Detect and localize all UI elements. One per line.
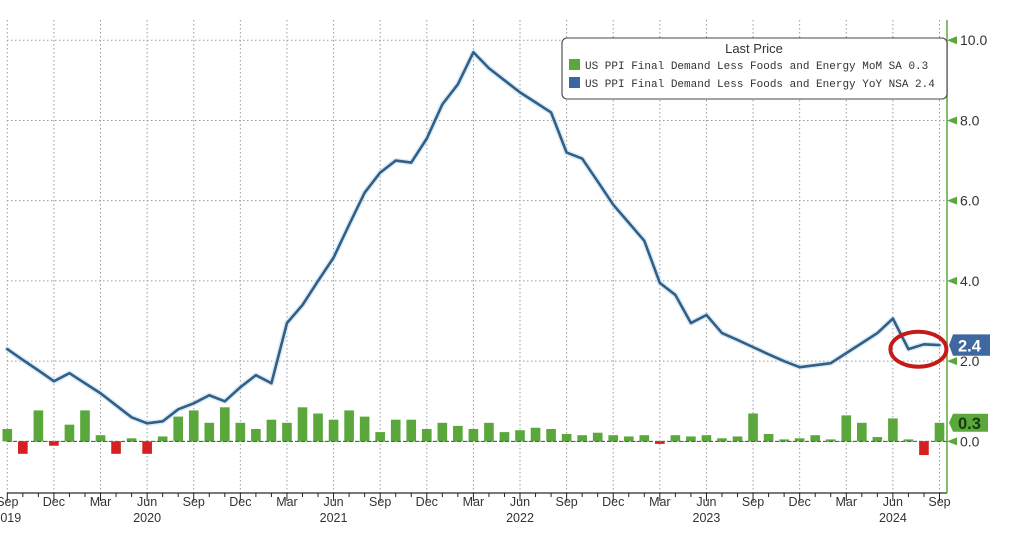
svg-text:Sep: Sep xyxy=(928,495,950,509)
svg-text:Dec: Dec xyxy=(416,495,438,509)
svg-text:Sep: Sep xyxy=(742,495,764,509)
svg-text:Sep: Sep xyxy=(0,495,18,509)
svg-text:US PPI Final Demand Less Foods: US PPI Final Demand Less Foods and Energ… xyxy=(585,79,935,91)
svg-text:Dec: Dec xyxy=(43,495,65,509)
svg-text:Jun: Jun xyxy=(323,495,343,509)
svg-text:2.4: 2.4 xyxy=(958,337,982,355)
svg-text:2023: 2023 xyxy=(693,511,721,525)
svg-text:2020: 2020 xyxy=(133,511,161,525)
svg-text:2019: 2019 xyxy=(0,511,21,525)
svg-text:Jun: Jun xyxy=(696,495,716,509)
svg-text:4.0: 4.0 xyxy=(960,273,980,289)
svg-text:10.0: 10.0 xyxy=(960,32,987,48)
svg-text:Mar: Mar xyxy=(276,495,298,509)
svg-text:Mar: Mar xyxy=(90,495,112,509)
svg-text:Sep: Sep xyxy=(183,495,205,509)
svg-text:Dec: Dec xyxy=(602,495,624,509)
svg-text:Mar: Mar xyxy=(649,495,671,509)
svg-text:0.0: 0.0 xyxy=(960,433,980,449)
svg-text:Dec: Dec xyxy=(229,495,251,509)
svg-text:Jun: Jun xyxy=(137,495,157,509)
svg-text:6.0: 6.0 xyxy=(960,193,980,209)
svg-text:Jun: Jun xyxy=(883,495,903,509)
svg-text:8.0: 8.0 xyxy=(960,112,980,128)
svg-text:2024: 2024 xyxy=(879,511,907,525)
svg-text:Sep: Sep xyxy=(369,495,391,509)
svg-text:Dec: Dec xyxy=(789,495,811,509)
svg-text:Sep: Sep xyxy=(555,495,577,509)
svg-text:2022: 2022 xyxy=(506,511,534,525)
svg-text:2021: 2021 xyxy=(320,511,348,525)
svg-text:Last Price: Last Price xyxy=(725,41,783,56)
svg-text:Jun: Jun xyxy=(510,495,530,509)
svg-text:Mar: Mar xyxy=(463,495,485,509)
svg-text:0.3: 0.3 xyxy=(958,415,981,433)
svg-text:Mar: Mar xyxy=(836,495,858,509)
svg-text:US PPI Final Demand Less Foods: US PPI Final Demand Less Foods and Energ… xyxy=(585,61,928,73)
